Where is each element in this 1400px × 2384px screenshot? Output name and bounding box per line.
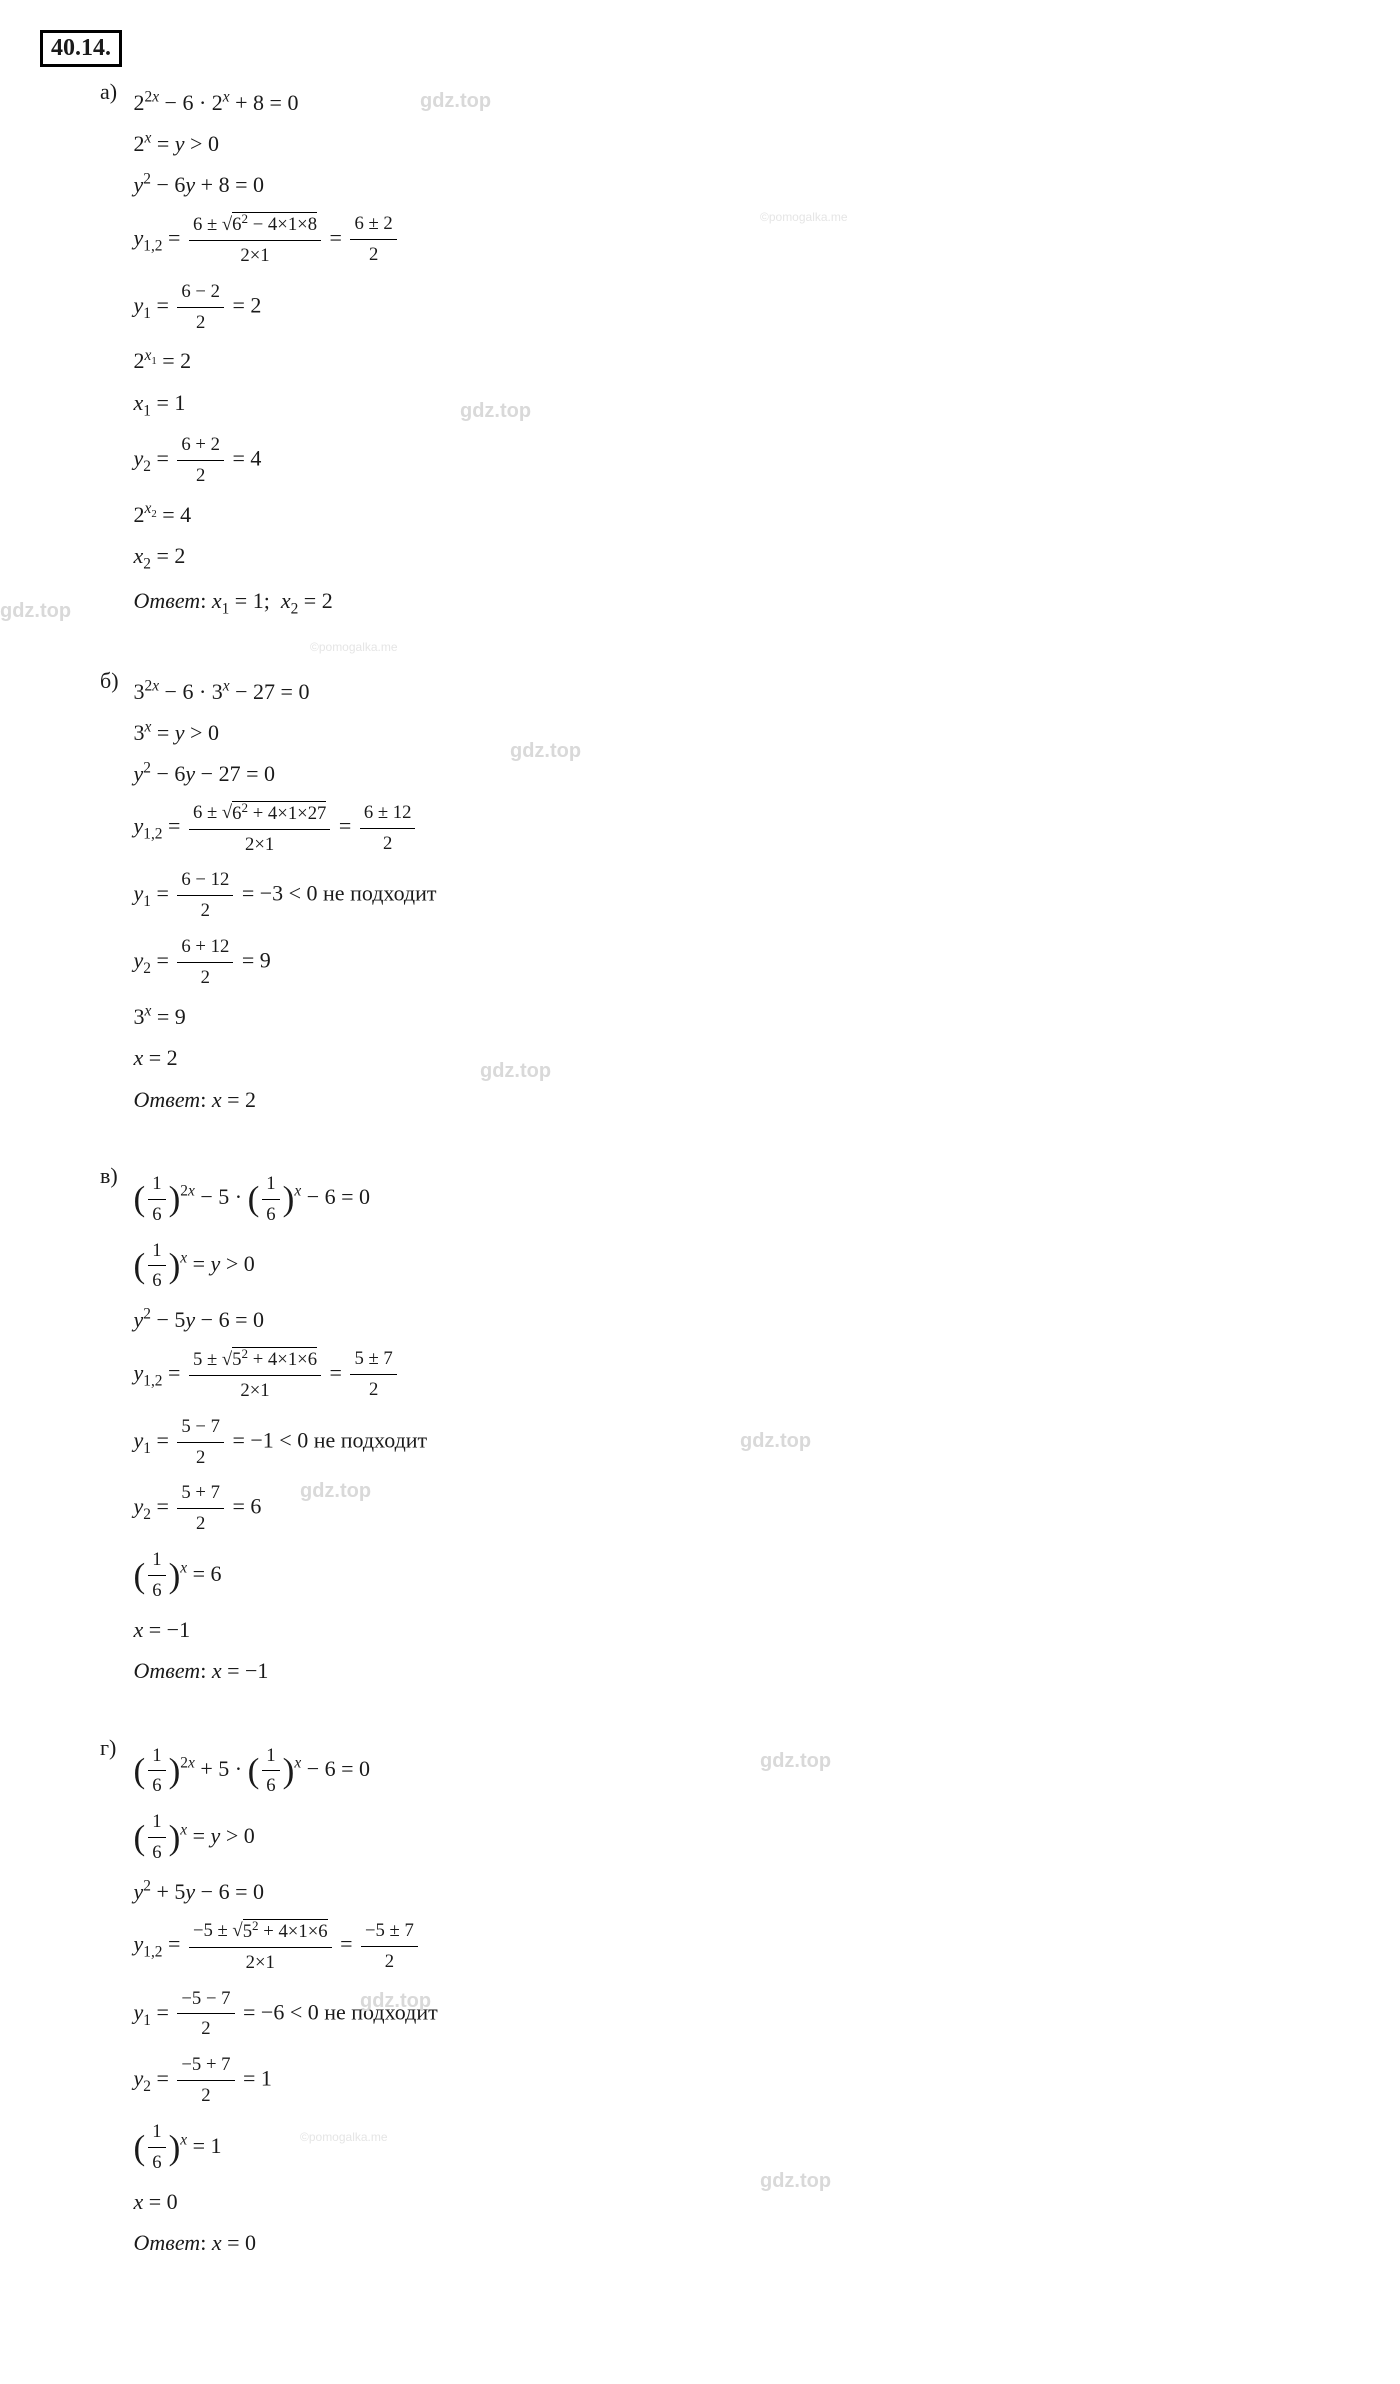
part-a-body: 22x − 6 · 2x + 8 = 0 2x = y > 0 y2 − 6y …: [134, 79, 400, 628]
part-c-label: в): [100, 1163, 128, 1189]
y2: y2 = 6 + 122 = 9: [134, 932, 437, 993]
x2: x2 = 2: [134, 538, 400, 577]
problem-number: 40.14.: [40, 30, 122, 67]
eq: (16)2x + 5 · (16)x − 6 = 0: [134, 1741, 438, 1802]
answer: Ответ: x = 2: [134, 1082, 437, 1117]
answer: Ответ: x = 0: [134, 2225, 438, 2260]
eq: (16)2x − 5 · (16)x − 6 = 0: [134, 1169, 428, 1230]
sub: (16)x = y > 0: [134, 1236, 428, 1297]
quad: y2 + 5y − 6 = 0: [134, 1874, 438, 1909]
sub: 3x = y > 0: [134, 715, 437, 750]
quad: y2 − 6y − 27 = 0: [134, 756, 437, 791]
answer: Ответ: x = −1: [134, 1653, 428, 1688]
part-b-body: 32x − 6 · 3x − 27 = 0 3x = y > 0 y2 − 6y…: [134, 668, 437, 1123]
part-b: б) 32x − 6 · 3x − 27 = 0 3x = y > 0 y2 −…: [100, 668, 1360, 1123]
back: (16)x = 6: [134, 1545, 428, 1606]
x: x = 0: [134, 2184, 438, 2219]
part-b-label: б): [100, 668, 128, 694]
roots: y1,2 = 6 ± √62 − 4×1×82×1 = 6 ± 22: [134, 209, 400, 271]
y2: y2 = 6 + 22 = 4: [134, 430, 400, 491]
back1: 2x1 = 2: [134, 343, 400, 378]
back: (16)x = 1: [134, 2117, 438, 2178]
back2: 2x2 = 4: [134, 497, 400, 532]
part-d: г) (16)2x + 5 · (16)x − 6 = 0 (16)x = y …: [100, 1735, 1360, 2267]
eq: 22x − 6 · 2x + 8 = 0: [134, 85, 400, 120]
watermark-text: gdz.top: [0, 600, 71, 623]
eq: 32x − 6 · 3x − 27 = 0: [134, 674, 437, 709]
x: x = −1: [134, 1612, 428, 1647]
part-a: а) 22x − 6 · 2x + 8 = 0 2x = y > 0 y2 − …: [100, 79, 1360, 628]
y1: y1 = −5 − 72 = −6 < 0 не подходит: [134, 1984, 438, 2045]
y2: y2 = 5 + 72 = 6: [134, 1478, 428, 1539]
sub: 2x = y > 0: [134, 126, 400, 161]
part-a-label: а): [100, 79, 128, 105]
y1: y1 = 6 − 122 = −3 < 0 не подходит: [134, 865, 437, 926]
back: 3x = 9: [134, 999, 437, 1034]
watermark-text: ©pomogalka.me: [310, 640, 398, 654]
y1: y1 = 6 − 22 = 2: [134, 277, 400, 338]
part-c: в) (16)2x − 5 · (16)x − 6 = 0 (16)x = y …: [100, 1163, 1360, 1695]
quad: y2 − 5y − 6 = 0: [134, 1302, 428, 1337]
sub: (16)x = y > 0: [134, 1807, 438, 1868]
y1: y1 = 5 − 72 = −1 < 0 не подходит: [134, 1412, 428, 1473]
roots: y1,2 = 6 ± √62 + 4×1×272×1 = 6 ± 122: [134, 797, 437, 859]
x1: x1 = 1: [134, 385, 400, 424]
roots: y1,2 = 5 ± √52 + 4×1×62×1 = 5 ± 72: [134, 1344, 428, 1406]
quad: y2 − 6y + 8 = 0: [134, 167, 400, 202]
part-d-body: (16)2x + 5 · (16)x − 6 = 0 (16)x = y > 0…: [134, 1735, 438, 2267]
roots: y1,2 = −5 ± √52 + 4×1×62×1 = −5 ± 72: [134, 1915, 438, 1977]
part-d-label: г): [100, 1735, 128, 1761]
answer: Ответ: x1 = 1; x2 = 2: [134, 583, 400, 622]
part-c-body: (16)2x − 5 · (16)x − 6 = 0 (16)x = y > 0…: [134, 1163, 428, 1695]
x: x = 2: [134, 1040, 437, 1075]
y2: y2 = −5 + 72 = 1: [134, 2050, 438, 2111]
